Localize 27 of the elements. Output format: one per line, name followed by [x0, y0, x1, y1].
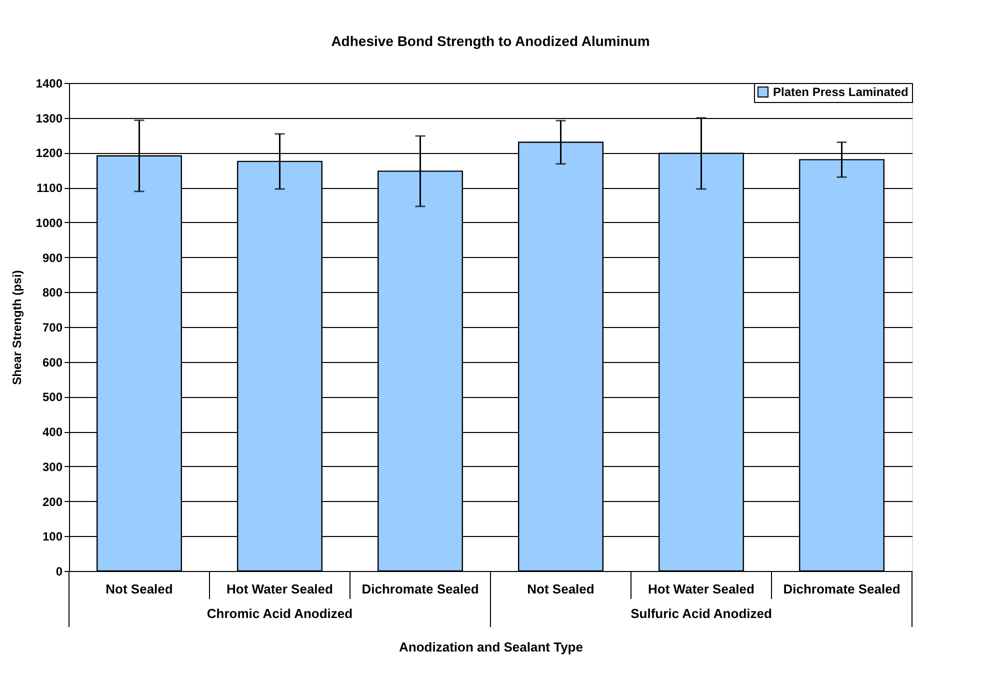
x-tick-label: Hot Water Sealed: [648, 582, 755, 596]
y-tick-label: 1300: [36, 111, 63, 126]
y-tick-label: 800: [42, 286, 63, 300]
y-tick-label: 600: [42, 355, 63, 370]
x-tick-label: Not Sealed: [527, 582, 594, 596]
chart-title: Adhesive Bond Strength to Anodized Aluminum: [331, 33, 650, 49]
y-tick-label: 0: [56, 564, 63, 578]
y-tick-label: 1200: [36, 146, 63, 160]
y-tick-label: 400: [42, 425, 63, 440]
x-tick-label: Not Sealed: [106, 582, 173, 596]
y-tick-label: 200: [42, 494, 63, 509]
y-tick-label: 1400: [36, 76, 63, 90]
y-axis-title: Shear Strength (psi): [10, 270, 24, 385]
y-tick-label: 1000: [36, 216, 63, 230]
x-tick-label: Dichromate Sealed: [783, 582, 900, 596]
y-tick-label: 1100: [36, 181, 63, 196]
text: Chromic Acid Anodized: [206, 606, 353, 621]
x-axis-title: Anodization and Sealant Type: [399, 640, 583, 654]
y-tick-label: 300: [42, 460, 63, 474]
y-tick-label: 100: [42, 530, 63, 544]
y-tick-label: 900: [42, 250, 63, 265]
y-tick-label: 700: [42, 320, 63, 334]
x-tick-label: Hot Water Sealed: [226, 582, 334, 596]
x-tick-label: Dichromate Sealed: [362, 582, 479, 596]
legend-label: Platen Press Laminated: [773, 85, 908, 99]
text: Sulfuric Acid Anodized: [630, 606, 772, 621]
y-tick-label: 500: [42, 390, 63, 404]
